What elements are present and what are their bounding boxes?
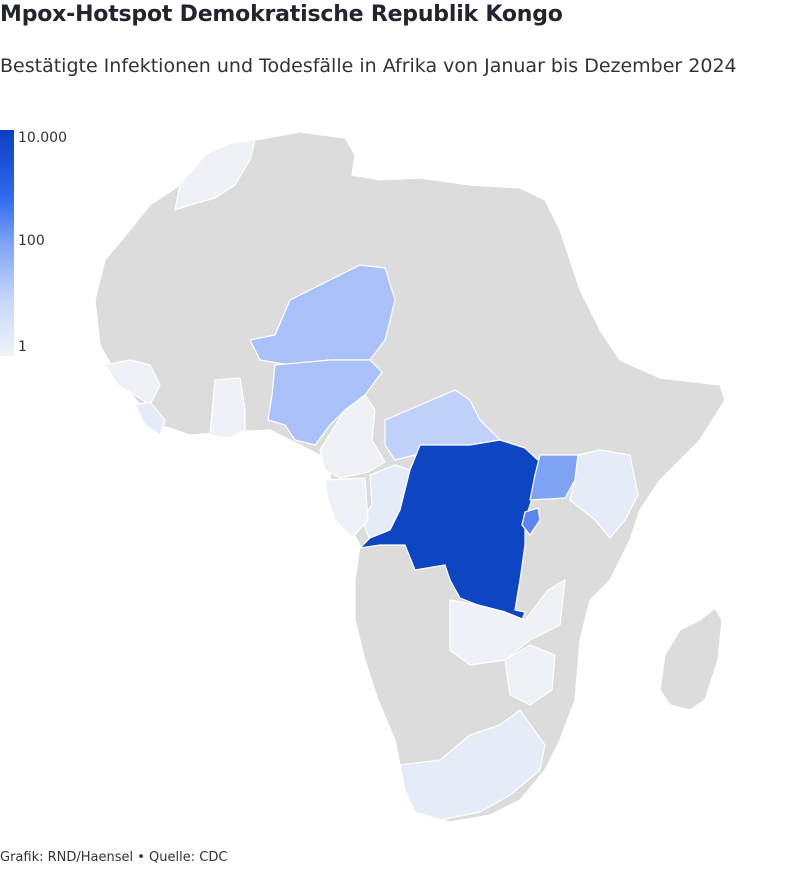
morocco <box>174 139 256 211</box>
map-subtitle: Bestätigte Infektionen und Todesfälle in… <box>0 55 737 77</box>
color-legend: 10.000 100 1 <box>0 130 70 360</box>
ghana <box>209 377 246 439</box>
guinea <box>104 359 161 406</box>
zimbabwe <box>504 644 556 706</box>
nigeria <box>267 359 383 446</box>
south-africa <box>399 709 546 821</box>
kenya <box>569 449 639 539</box>
africa-map <box>94 131 726 823</box>
legend-label-mid: 100 <box>18 233 45 249</box>
burundi <box>521 507 541 536</box>
zambia <box>449 579 566 666</box>
map-title: Mpox-Hotspot Demokratische Republik Kong… <box>0 2 563 27</box>
legend-label-min: 1 <box>18 339 27 355</box>
gabon <box>324 477 369 539</box>
liberia <box>134 401 166 436</box>
source-footer: Grafik: RND/Haensel • Quelle: CDC <box>0 850 228 865</box>
legend-gradient <box>0 130 14 356</box>
madagascar <box>659 607 723 711</box>
cameroon <box>319 394 386 479</box>
legend-label-max: 10.000 <box>18 130 67 146</box>
